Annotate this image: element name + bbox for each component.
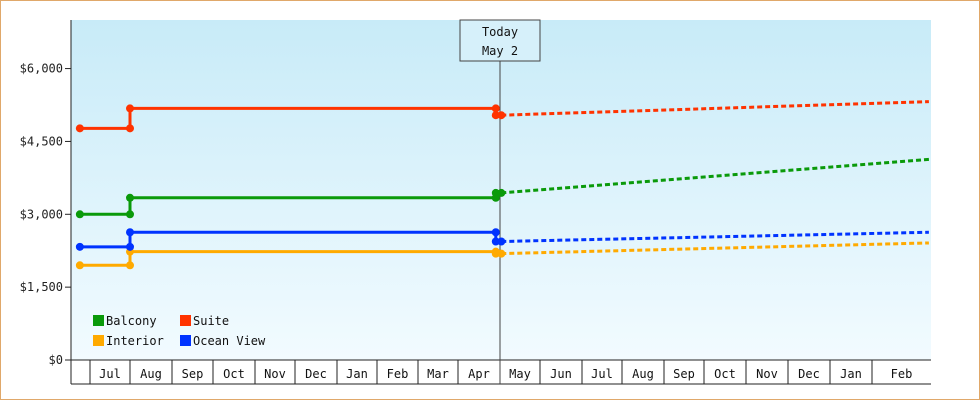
x-tick-label: Jan bbox=[840, 367, 862, 381]
y-tick-label: $1,500 bbox=[20, 280, 63, 294]
forecast-line bbox=[501, 241, 929, 256]
series-interior bbox=[75, 241, 929, 270]
data-point bbox=[497, 249, 506, 258]
x-tick-label: Sep bbox=[182, 367, 204, 381]
legend-label: Interior bbox=[106, 334, 164, 348]
data-point bbox=[75, 242, 84, 251]
series-ocean-view bbox=[75, 228, 929, 251]
legend-swatch bbox=[93, 315, 104, 326]
legend: Balcony Suite Interior Ocean View bbox=[93, 314, 266, 348]
data-point bbox=[491, 188, 500, 197]
x-tick-label: Oct bbox=[223, 367, 245, 381]
x-tick-label: Feb bbox=[891, 367, 913, 381]
data-point bbox=[491, 249, 500, 258]
today-marker: Today May 2 bbox=[459, 19, 541, 384]
x-tick-label: Feb bbox=[387, 367, 409, 381]
x-tick-label: Nov bbox=[264, 367, 286, 381]
x-tick-label: Jul bbox=[99, 367, 121, 381]
x-tick-label: Jul bbox=[591, 367, 613, 381]
y-tick-label: $4,500 bbox=[20, 134, 63, 148]
data-point bbox=[126, 261, 134, 270]
y-tick-label: $6,000 bbox=[20, 62, 63, 76]
series-suite bbox=[75, 100, 929, 133]
data-point bbox=[126, 242, 134, 251]
forecast-line bbox=[501, 230, 929, 243]
data-point bbox=[491, 104, 500, 113]
x-tick-label: Apr bbox=[468, 367, 490, 381]
data-point bbox=[497, 111, 506, 120]
today-label: Today bbox=[482, 25, 518, 39]
data-point bbox=[491, 111, 500, 120]
series-lines bbox=[75, 100, 930, 270]
data-point bbox=[126, 210, 134, 219]
legend-swatch bbox=[93, 335, 104, 346]
data-point bbox=[75, 124, 84, 133]
x-tick-label: Jan bbox=[346, 367, 368, 381]
forecast-line bbox=[501, 100, 929, 117]
x-tick-label: Sep bbox=[673, 367, 695, 381]
x-tick-label: Dec bbox=[798, 367, 820, 381]
x-tick-label: Aug bbox=[632, 367, 654, 381]
today-date: May 2 bbox=[482, 44, 518, 58]
y-tick-label: $3,000 bbox=[20, 207, 63, 221]
x-axis: Jul Aug Sep Oct Nov Dec Jan Feb Mar Apr May Jun Jul A… bbox=[71, 359, 931, 385]
x-tick-label: Mar bbox=[427, 367, 449, 381]
data-point bbox=[126, 193, 134, 202]
data-point bbox=[497, 188, 506, 197]
legend-label: Suite bbox=[193, 314, 229, 328]
x-tick-label: Aug bbox=[140, 367, 162, 381]
data-point bbox=[497, 237, 506, 246]
y-axis: $0 $1,500 $3,000 $4,500 $6,000 bbox=[20, 20, 72, 384]
legend-swatch bbox=[180, 315, 191, 326]
x-tick-label: Nov bbox=[756, 367, 778, 381]
data-point bbox=[491, 237, 500, 246]
legend-label: Ocean View bbox=[193, 334, 266, 348]
x-tick-label: Jun bbox=[550, 367, 572, 381]
data-point bbox=[75, 210, 84, 219]
data-point bbox=[75, 261, 84, 270]
series-balcony bbox=[75, 157, 930, 219]
x-tick-label: Oct bbox=[714, 367, 736, 381]
x-tick-label: Dec bbox=[305, 367, 327, 381]
today-box bbox=[459, 19, 541, 62]
data-point bbox=[491, 228, 500, 237]
data-point bbox=[126, 104, 134, 113]
x-tick-label: May bbox=[509, 367, 531, 381]
legend-label: Balcony bbox=[106, 314, 157, 328]
legend-swatch bbox=[180, 335, 191, 346]
y-tick-label: $0 bbox=[49, 353, 63, 367]
data-point bbox=[126, 124, 134, 133]
data-point bbox=[126, 228, 134, 237]
